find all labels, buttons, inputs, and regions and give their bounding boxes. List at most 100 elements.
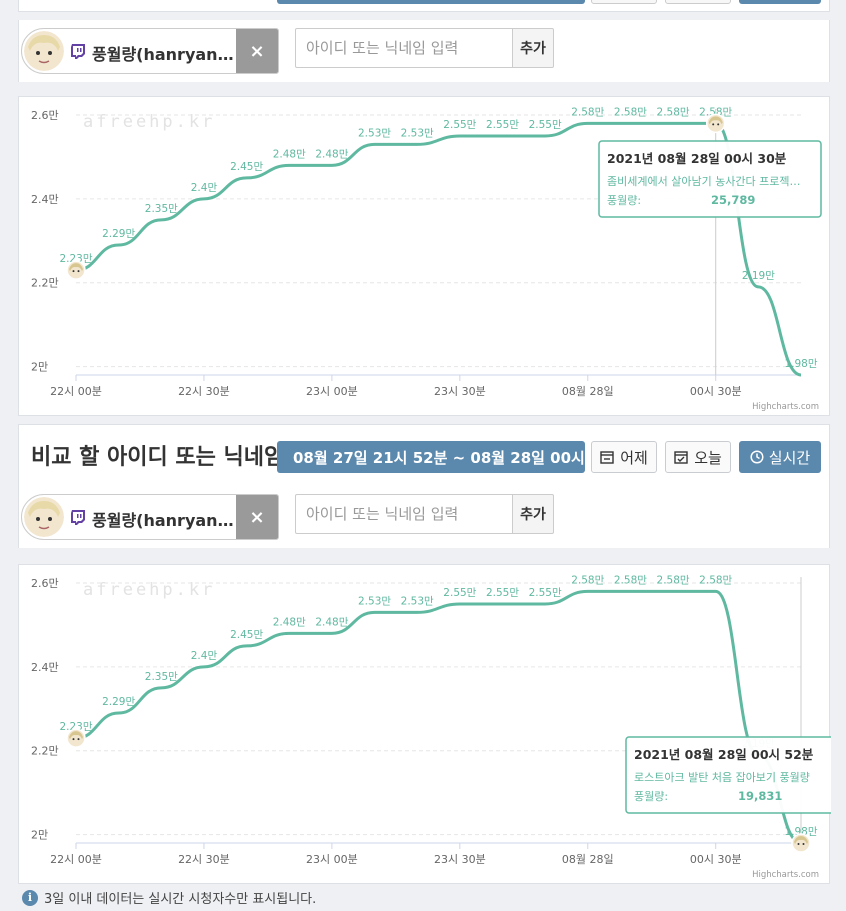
today-button-cut[interactable]	[665, 0, 731, 4]
realtime-button-cut[interactable]	[739, 0, 821, 4]
avatar-marker	[705, 113, 726, 134]
tooltip-title: 2021년 08월 28일 00시 52분	[634, 747, 814, 762]
data-label: 2.58만	[699, 106, 732, 118]
avatar-marker	[66, 728, 86, 748]
data-label: 2.48만	[273, 148, 306, 160]
y-tick-label: 2.6만	[31, 109, 59, 122]
data-label: 2.29만	[102, 228, 135, 240]
chart-svg: afreehp.kr 2만 2.2만 2.4만 2.6만 22시 00분 22시 30분 23…	[31, 106, 822, 412]
data-label: 2.55만	[529, 587, 562, 599]
date-range-button-cut[interactable]	[277, 0, 585, 4]
data-label: 2.58만	[571, 106, 604, 118]
viewer-chart-1: afreehp.kr 2만 2.2만 2.4만 2.6만 22시 00분 22시 30분 23…	[18, 96, 830, 416]
compare-header: 비교 할 아이디 또는 닉네임을 08월 27일 21시 52분 ~ 08월 2…	[18, 424, 830, 486]
data-label: 1.98만	[784, 358, 817, 370]
streamer-chip[interactable]: 풍월량(hanryang… ×	[21, 28, 279, 74]
data-label: 2.48만	[315, 148, 348, 160]
data-label: 2.35만	[145, 203, 178, 215]
calendar-check-icon	[674, 451, 688, 464]
info-icon: i	[22, 889, 38, 906]
data-label: 2.4만	[191, 182, 218, 194]
x-tick-label: 00시 30분	[690, 385, 742, 398]
realtime-label: 실시간	[768, 448, 811, 467]
x-tick-label: 22시 30분	[178, 853, 230, 866]
data-label: 2.53만	[401, 127, 434, 139]
data-label: 2.35만	[145, 671, 178, 683]
avatar-marker-hair	[794, 836, 808, 844]
avatar-marker-hair	[708, 116, 723, 125]
yesterday-button[interactable]: 어제	[591, 441, 657, 473]
tooltip-stream: 로스트아크 발탄 처음 잡아보기 풍월량	[634, 771, 810, 784]
streamer-chip[interactable]: 풍월량(hanryang… ×	[21, 494, 279, 540]
avatar-marker-eye	[72, 270, 75, 273]
avatar-marker-eye	[802, 843, 805, 845]
watermark-text: afreehp.kr	[83, 580, 215, 600]
tooltip-title: 2021년 08월 28일 00시 30분	[607, 151, 787, 166]
x-tick-label: 23시 30분	[434, 385, 486, 398]
data-label: 2.48만	[315, 616, 348, 628]
data-label: 2.58만	[571, 574, 604, 586]
id-search-input[interactable]	[295, 28, 513, 68]
data-label: 2.55만	[486, 587, 519, 599]
x-tick-label: 22시 00분	[50, 385, 102, 398]
add-button[interactable]: 추가	[512, 494, 554, 534]
twitch-icon	[71, 510, 85, 525]
data-label: 2.55만	[486, 119, 519, 131]
yesterday-button-cut[interactable]	[591, 0, 657, 4]
previous-section-strip	[18, 0, 830, 12]
x-tick-label: 08월 28일	[562, 384, 614, 398]
data-label: 2.58만	[657, 574, 690, 586]
streamer-name: 풍월량(hanryang…	[92, 45, 236, 64]
avatar-marker-eye	[717, 123, 720, 126]
data-label: 2.58만	[657, 106, 690, 118]
avatar-marker	[791, 833, 811, 853]
y-tick-label: 2.6만	[31, 577, 59, 590]
data-label: 2.23만	[59, 721, 92, 733]
data-label: 2.45만	[230, 629, 263, 641]
add-button[interactable]: 추가	[512, 28, 554, 68]
tooltip-box	[598, 140, 822, 218]
data-label: 2.53만	[358, 127, 391, 139]
avatar-marker-eye	[72, 738, 75, 741]
avatar-marker-hair	[69, 731, 83, 740]
data-label: 2.23만	[59, 253, 92, 265]
twitch-icon	[71, 44, 85, 59]
avatar-marker-eye	[797, 843, 800, 845]
tooltip-metric-value: 19,831	[738, 789, 782, 803]
data-label: 2.48만	[273, 616, 306, 628]
id-search-input[interactable]	[295, 494, 513, 534]
data-label: 2.53만	[401, 595, 434, 607]
tooltip-metric-label: 풍월량:	[634, 790, 668, 803]
data-label: 2.4만	[191, 650, 218, 662]
watermark-text: afreehp.kr	[83, 112, 215, 132]
remove-streamer-button[interactable]: ×	[236, 29, 278, 73]
data-label: 1.98만	[784, 826, 817, 838]
x-tick-label: 23시 00분	[306, 853, 358, 866]
yesterday-label: 어제	[620, 448, 648, 467]
remove-streamer-button[interactable]: ×	[236, 495, 278, 539]
chart-svg: afreehp.kr 2만 2.2만 2.4만 2.6만 22시 00분 22시 30분 23…	[31, 574, 831, 880]
highcharts-credit[interactable]: Highcharts.com	[752, 870, 819, 880]
avatar-marker-eye	[712, 123, 715, 126]
y-tick-label: 2만	[31, 361, 48, 374]
x-tick-label: 23시 00분	[306, 385, 358, 398]
streamer-name: 풍월량(hanryang…	[92, 511, 236, 530]
avatar-marker-eye	[77, 270, 80, 273]
data-label: 2.58만	[699, 574, 732, 586]
highcharts-credit[interactable]: Highcharts.com	[752, 402, 819, 412]
data-note: i 3일 이내 데이터는 실시간 시청자수만 표시됩니다.	[22, 888, 316, 907]
date-range-button[interactable]: 08월 27일 21시 52분 ~ 08월 28일 00시 52분	[277, 441, 625, 473]
tooltip-metric-label: 풍월량:	[607, 194, 641, 207]
data-label: 2.58만	[614, 574, 647, 586]
x-tick-label: 22시 00분	[50, 853, 102, 866]
today-button[interactable]: 오늘	[665, 441, 731, 473]
data-note-text: 3일 이내 데이터는 실시간 시청자수만 표시됩니다.	[44, 892, 317, 907]
data-label: 2.55만	[529, 119, 562, 131]
y-tick-label: 2.4만	[31, 661, 59, 674]
x-tick-label: 23시 30분	[434, 853, 486, 866]
streamer-row-1: 풍월량(hanryang… × 추가	[18, 20, 830, 82]
today-label: 오늘	[694, 448, 722, 467]
realtime-button[interactable]: 실시간	[739, 441, 821, 473]
clock-icon	[750, 450, 764, 464]
